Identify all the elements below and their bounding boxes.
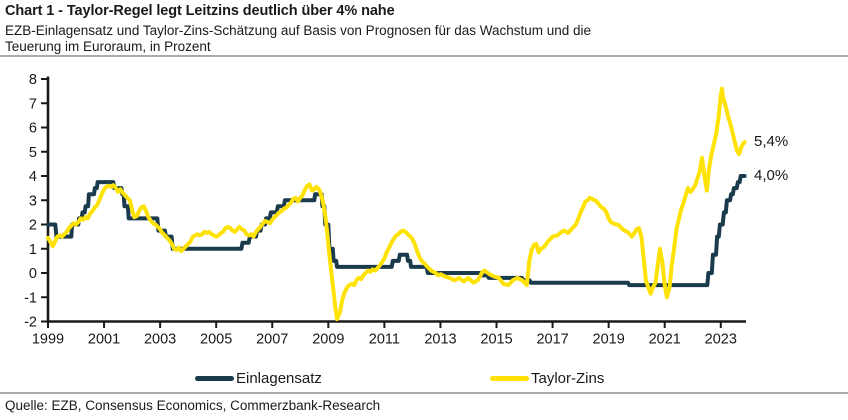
x-axis-tick-label: 2013 (424, 332, 456, 348)
taylor-zins-line (46, 86, 747, 322)
x-axis-tick-label: 2017 (536, 332, 568, 348)
x-axis-tick-label: 2003 (144, 332, 176, 348)
x-axis-tick-label: 2001 (88, 332, 120, 348)
taylor-zins-legend-label: Taylor-Zins (531, 369, 605, 387)
y-axis-tick-label: 0 (29, 266, 37, 282)
einlagensatz-end-label: 4,0% (754, 167, 789, 184)
x-axis-tick-label: 2007 (256, 332, 288, 348)
y-axis-tick-label: 4 (29, 169, 37, 185)
y-axis-tick-label: 8 (29, 72, 37, 88)
x-axis-tick-label: 2011 (369, 332, 400, 348)
source-text: Quelle: EZB, Consensus Economics, Commer… (5, 398, 381, 413)
x-axis-tick-label: 1999 (32, 332, 64, 348)
page-title: Chart 1 - Taylor-Regel legt Leitzins deu… (5, 3, 395, 19)
y-axis-tick-label: -1 (24, 290, 37, 306)
y-axis-tick-label: 5 (29, 145, 37, 161)
taylor-zins-end-label: 5,4% (754, 133, 789, 151)
x-axis-tick-label: 2009 (312, 332, 344, 348)
x-axis-tick-label: 2021 (649, 332, 681, 348)
bottom-divider (0, 392, 848, 394)
y-axis-tick-label: 2 (29, 218, 37, 234)
taylor-zins-line-swatch (490, 375, 529, 381)
legend-item-einlagensatz: Einlagensatz (195, 369, 322, 387)
einlagensatz-line-swatch (195, 375, 234, 381)
x-axis-tick-label: 2005 (200, 332, 232, 348)
legend-item-taylor-zins: Taylor-Zins (490, 369, 604, 387)
einlagensatz-legend-label: Einlagensatz (236, 369, 322, 387)
chart-legend: Einlagensatz Taylor-Zins (0, 369, 848, 387)
y-axis-tick-label: 7 (29, 96, 37, 112)
y-axis-tick-label: -2 (24, 315, 37, 331)
top-divider (0, 55, 848, 57)
x-axis-tick-label: 2019 (593, 332, 625, 348)
chart-subtitle: EZB-Einlagensatz und Taylor-Zins-Schätzu… (5, 23, 592, 54)
x-axis-tick-label: 2023 (705, 332, 737, 348)
x-axis-tick-label: 2015 (480, 332, 512, 348)
y-axis-tick-label: 1 (29, 242, 37, 258)
y-axis-tick-label: 3 (29, 193, 37, 209)
y-axis-tick-label: 6 (29, 121, 37, 137)
